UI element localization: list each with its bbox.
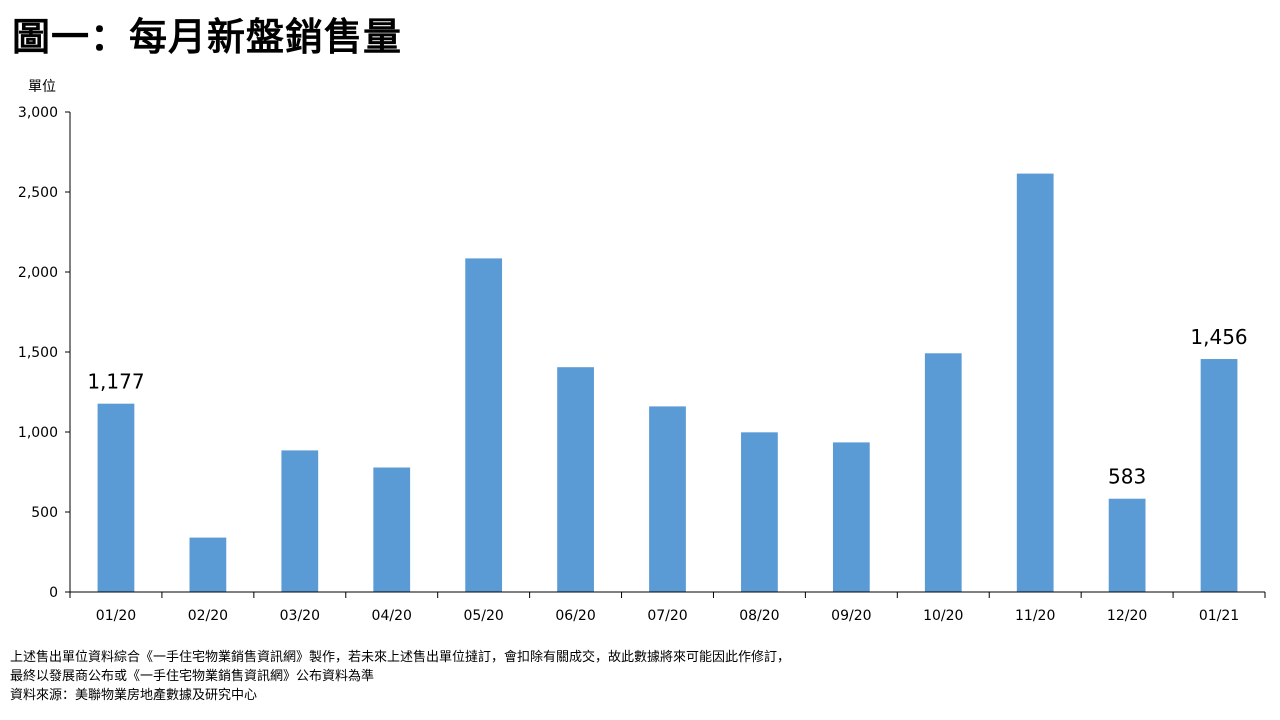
footnote-line-2: 最終以發展商公布或《一手住宅物業銷售資訊網》公布資料為準 [10, 669, 375, 684]
y-tick-label: 2,000 [18, 265, 58, 281]
footnote-line-1: 上述售出單位資料綜合《一手住宅物業銷售資訊網》製作，若未來上述售出單位撻訂，會扣… [10, 650, 791, 665]
x-tick-label: 02/20 [188, 608, 228, 624]
bar-03-20 [281, 450, 319, 592]
bar-11-20 [1016, 173, 1054, 592]
footnotes: 上述售出單位資料綜合《一手住宅物業銷售資訊網》製作，若未來上述售出單位撻訂，會扣… [10, 648, 790, 705]
bar-05-20 [465, 258, 503, 592]
x-tick-label: 06/20 [555, 608, 595, 624]
x-tick-label: 05/20 [463, 608, 503, 624]
chart-title: 圖一：每月新盤銷售量 [12, 15, 403, 59]
x-tick-label: 12/20 [1107, 608, 1147, 624]
y-axis: 0 500 1,000 1,500 2,000 2,500 3,000 [18, 105, 71, 601]
bar-07-20 [649, 406, 686, 592]
data-label: 583 [1108, 465, 1146, 489]
bar-12-20 [1108, 498, 1146, 592]
x-tick-label: 08/20 [739, 608, 779, 624]
bars-group [97, 173, 1238, 592]
data-label: 1,456 [1190, 325, 1247, 349]
x-tick-label: 04/20 [372, 608, 412, 624]
bar-06-20 [557, 367, 594, 592]
y-axis-label: 單位 [28, 79, 56, 95]
y-tick-label: 500 [31, 505, 58, 521]
y-tick-label: 1,000 [18, 425, 58, 441]
bar-08-20 [741, 432, 778, 592]
y-tick-label: 3,000 [18, 105, 58, 121]
bar-02-20 [189, 537, 227, 592]
footnote-source: 資料來源：美聯物業房地產數據及研究中心 [10, 688, 258, 703]
x-tick-label: 03/20 [280, 608, 320, 624]
x-axis: 01/20 02/20 03/20 04/20 05/20 06/20 07/20 08/20… [69, 591, 1266, 624]
data-labels-group: 1,177 583 1,456 [87, 325, 1247, 489]
bar-01-21 [1200, 359, 1238, 592]
x-tick-label: 01/21 [1199, 608, 1239, 624]
y-tick-label: 2,500 [18, 185, 58, 201]
x-tick-label: 10/20 [923, 608, 963, 624]
bar-09-20 [832, 442, 870, 592]
x-tick-label: 01/20 [96, 608, 136, 624]
y-tick-label: 1,500 [18, 345, 58, 361]
y-tick-label: 0 [49, 585, 58, 601]
x-tick-label: 11/20 [1015, 608, 1055, 624]
bar-chart: 單位 0 500 1,000 1,500 2,000 2,500 3,000 01/20 02… [18, 79, 1266, 624]
bar-10-20 [924, 353, 962, 592]
x-tick-label: 09/20 [831, 608, 871, 624]
data-label: 1,177 [87, 370, 144, 394]
bar-04-20 [373, 467, 411, 592]
x-tick-label: 07/20 [647, 608, 687, 624]
bar-01-20 [97, 403, 135, 592]
